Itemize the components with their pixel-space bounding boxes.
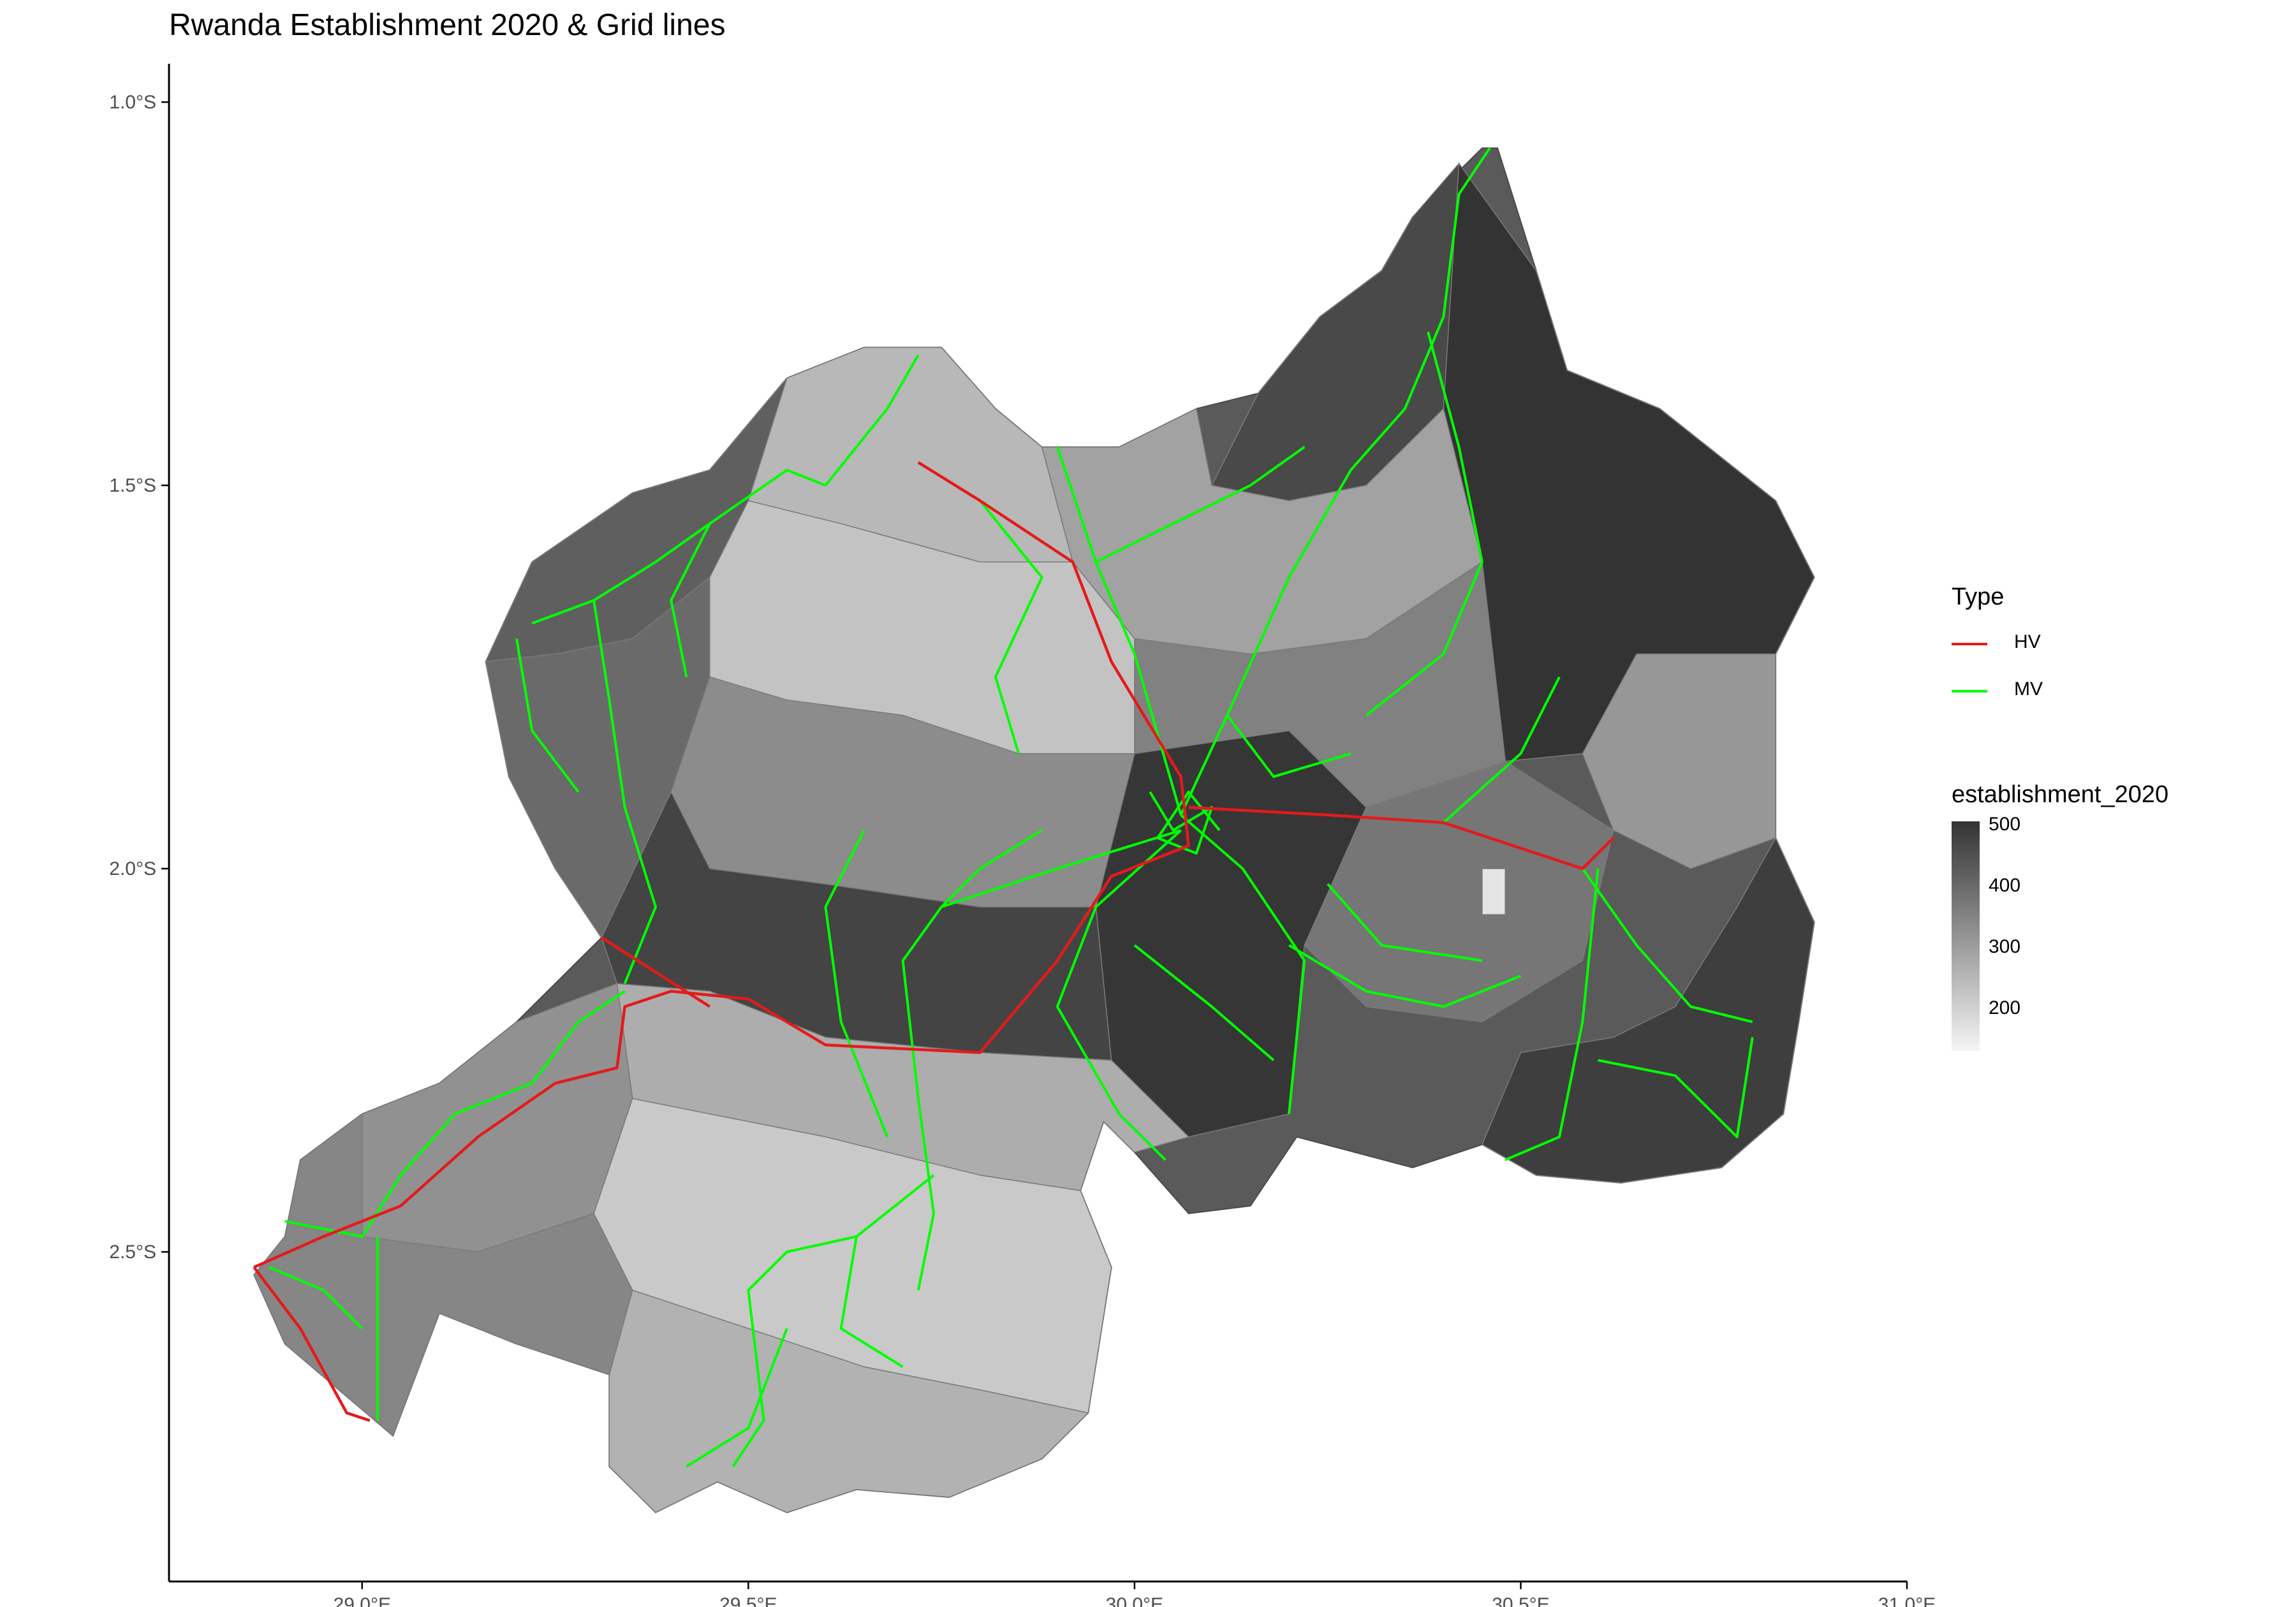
- hv-lines-layer: [253, 461, 1615, 1422]
- district-region: [1482, 868, 1506, 915]
- mv-line: [1581, 867, 1753, 1024]
- district-region: [1582, 653, 1776, 869]
- district-region: [253, 1113, 633, 1437]
- mv-line: [1180, 814, 1306, 1115]
- mv-line: [1056, 829, 1182, 1161]
- district-region: [1481, 837, 1815, 1184]
- colorbar-label: 200: [1989, 997, 2021, 1018]
- hv-line: [253, 461, 1190, 1269]
- mv-line: [592, 600, 657, 985]
- mv-line: [269, 1266, 364, 1330]
- fill-colorbar: [1952, 821, 1980, 1051]
- colorbar-label: 500: [1989, 814, 2021, 835]
- mv-line: [531, 469, 827, 625]
- mv-line: [1327, 883, 1483, 962]
- mv-line: [1598, 1037, 1754, 1138]
- legend-type-title: Type: [1952, 583, 2005, 610]
- legend-hv-swatch: [1952, 643, 1987, 645]
- mv-line: [1365, 332, 1483, 717]
- y-tick-label: 2.5°S: [109, 1242, 156, 1263]
- hv-line: [1188, 805, 1615, 870]
- x-tick-label: 31.0°E: [1878, 1594, 1936, 1607]
- mv-line: [824, 354, 920, 487]
- mv-line: [686, 1328, 788, 1468]
- mv-line: [1505, 868, 1600, 1161]
- mv-line: [1149, 790, 1221, 855]
- x-tick-label: 30.5°E: [1492, 1594, 1549, 1607]
- district-region: [362, 983, 633, 1252]
- x-tick-label: 29.5°E: [719, 1594, 777, 1607]
- regions-layer: [253, 147, 1815, 1514]
- mv-line: [732, 1174, 935, 1467]
- mv-line: [839, 1236, 904, 1369]
- mv-line: [1056, 446, 1182, 816]
- legend-mv-label: MV: [2014, 679, 2043, 700]
- hv-line: [600, 936, 711, 1008]
- mv-line: [940, 829, 1043, 908]
- colorbar-label: 300: [1989, 936, 2021, 957]
- y-tick-label: 2.0°S: [109, 858, 156, 879]
- y-tick-label: 1.0°S: [109, 92, 156, 113]
- legend-fill-title: establishment_2020: [1952, 781, 2169, 808]
- hv-line: [253, 1266, 371, 1422]
- plot-title: Rwanda Establishment 2020 & Grid lines: [169, 8, 726, 42]
- legend-hv-label: HV: [2014, 631, 2041, 652]
- colorbar-label: 400: [1989, 875, 2021, 896]
- mv-line: [979, 499, 1043, 754]
- district-region: [1304, 760, 1614, 1023]
- y-tick-label: 1.5°S: [109, 475, 156, 496]
- mv-line: [284, 990, 626, 1238]
- x-tick-label: 29.0°E: [334, 1594, 391, 1607]
- axes-layer: 1.0°S 1.5°S 2.0°S 2.5°S 29.0°E 29.5°E 30.0°E 30…: [109, 64, 1936, 1607]
- mv-lines-layer: [269, 147, 1754, 1468]
- mv-line: [901, 829, 1182, 1291]
- x-tick-label: 30.0°E: [1106, 1594, 1163, 1607]
- mv-line: [1095, 446, 1306, 564]
- mv-line: [1226, 714, 1351, 778]
- mv-line: [1442, 676, 1561, 824]
- mv-line: [515, 638, 580, 793]
- mv-line: [670, 523, 711, 677]
- mv-line: [824, 830, 889, 1138]
- district-region: [1134, 561, 1506, 808]
- legend-mv-swatch: [1952, 690, 1987, 693]
- mv-line: [1288, 944, 1522, 1008]
- mv-line: [1179, 147, 1491, 816]
- mv-line: [1133, 944, 1275, 1062]
- district-region: [608, 1289, 1089, 1513]
